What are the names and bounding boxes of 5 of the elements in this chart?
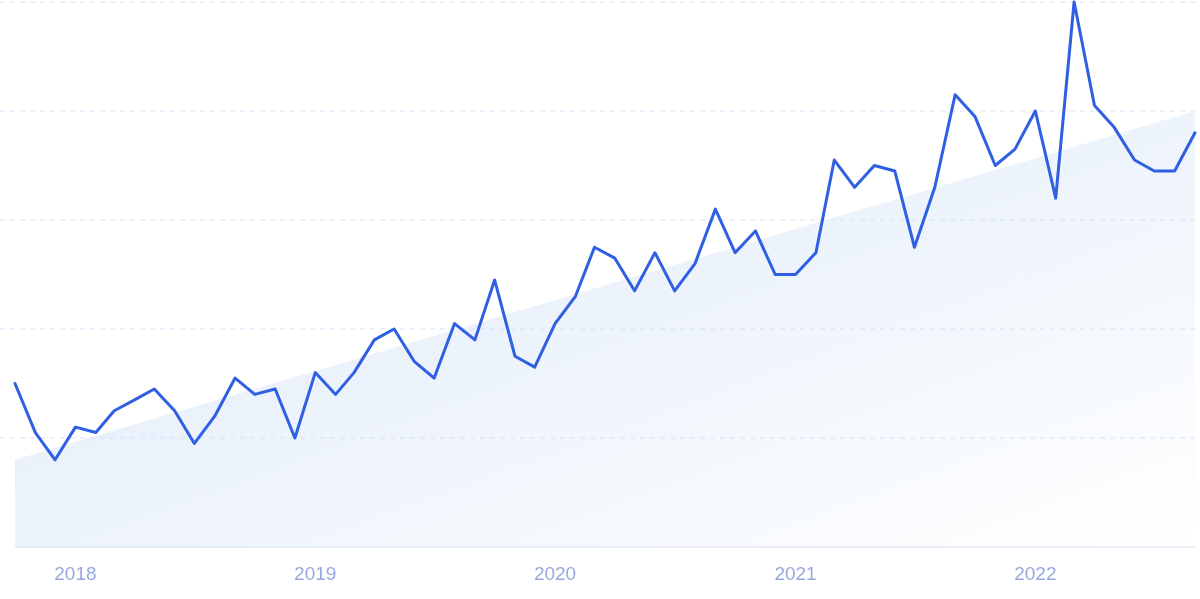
x-tick-label: 2021 [774, 563, 817, 584]
x-tick-label: 2020 [533, 563, 577, 584]
x-tick-label: 2019 [294, 563, 337, 584]
x-tick-label: 2018 [54, 563, 97, 584]
x-tick-label: 2022 [1014, 563, 1057, 584]
